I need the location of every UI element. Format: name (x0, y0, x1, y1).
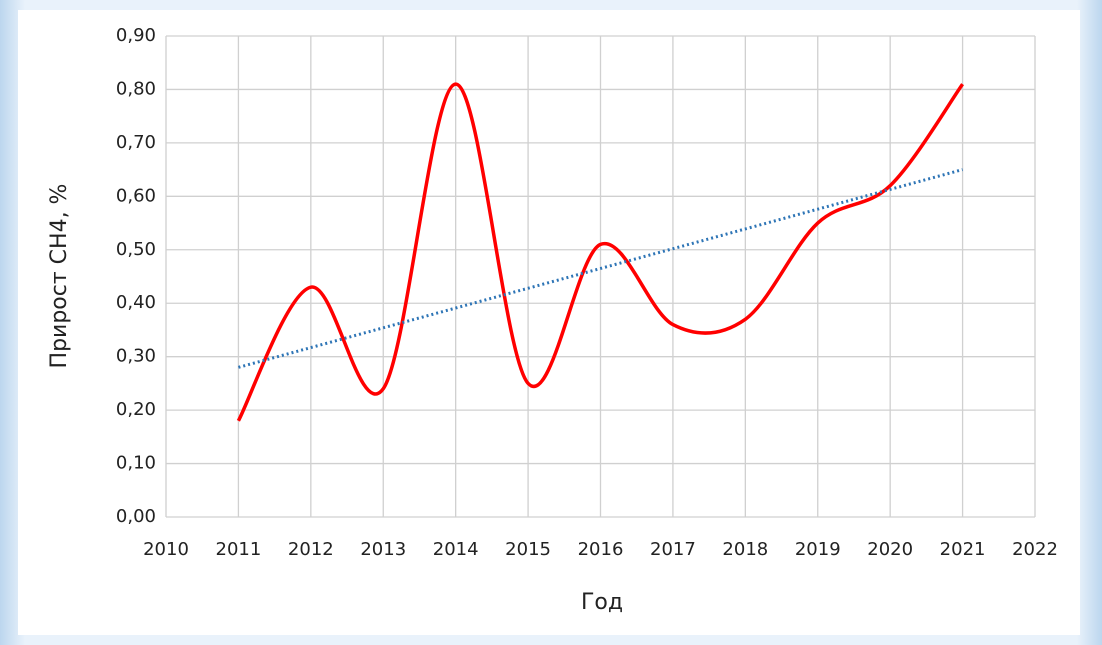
y-tick-label: 0,10 (116, 453, 156, 474)
y-tick-label: 0,90 (116, 25, 156, 46)
x-tick-label: 2019 (795, 539, 841, 560)
x-tick-label: 2011 (216, 539, 262, 560)
y-tick-label: 0,80 (116, 78, 156, 99)
x-tick-label: 2021 (940, 539, 986, 560)
x-tick-label: 2016 (578, 539, 624, 560)
x-tick-label: 2017 (650, 539, 696, 560)
x-tick-label: 2010 (143, 539, 189, 560)
x-axis-label: Год (581, 590, 623, 615)
x-tick-label: 2020 (867, 539, 913, 560)
x-tick-label: 2015 (505, 539, 551, 560)
y-tick-label: 0,30 (116, 346, 156, 367)
y-tick-label: 0,70 (116, 132, 156, 153)
y-axis-label: Прирост CH4, % (47, 184, 72, 369)
x-tick-label: 2018 (722, 539, 768, 560)
chart: Год Прирост CH4, % 0,00 0,10 0,20 0,30 0,40 0… (18, 10, 1080, 635)
y-tick-label: 0,50 (116, 239, 156, 260)
data-line (236, 82, 965, 422)
y-tick-label: 0,60 (116, 185, 156, 206)
x-tick-label: 2022 (1012, 539, 1058, 560)
x-tick-label: 2014 (433, 539, 479, 560)
y-tick-label: 0,20 (116, 399, 156, 420)
trend-line (238, 168, 963, 369)
y-tick-label: 0,00 (116, 506, 156, 527)
y-tick-label: 0,40 (116, 292, 156, 313)
x-tick-label: 2012 (288, 539, 334, 560)
x-tick-label: 2013 (360, 539, 406, 560)
